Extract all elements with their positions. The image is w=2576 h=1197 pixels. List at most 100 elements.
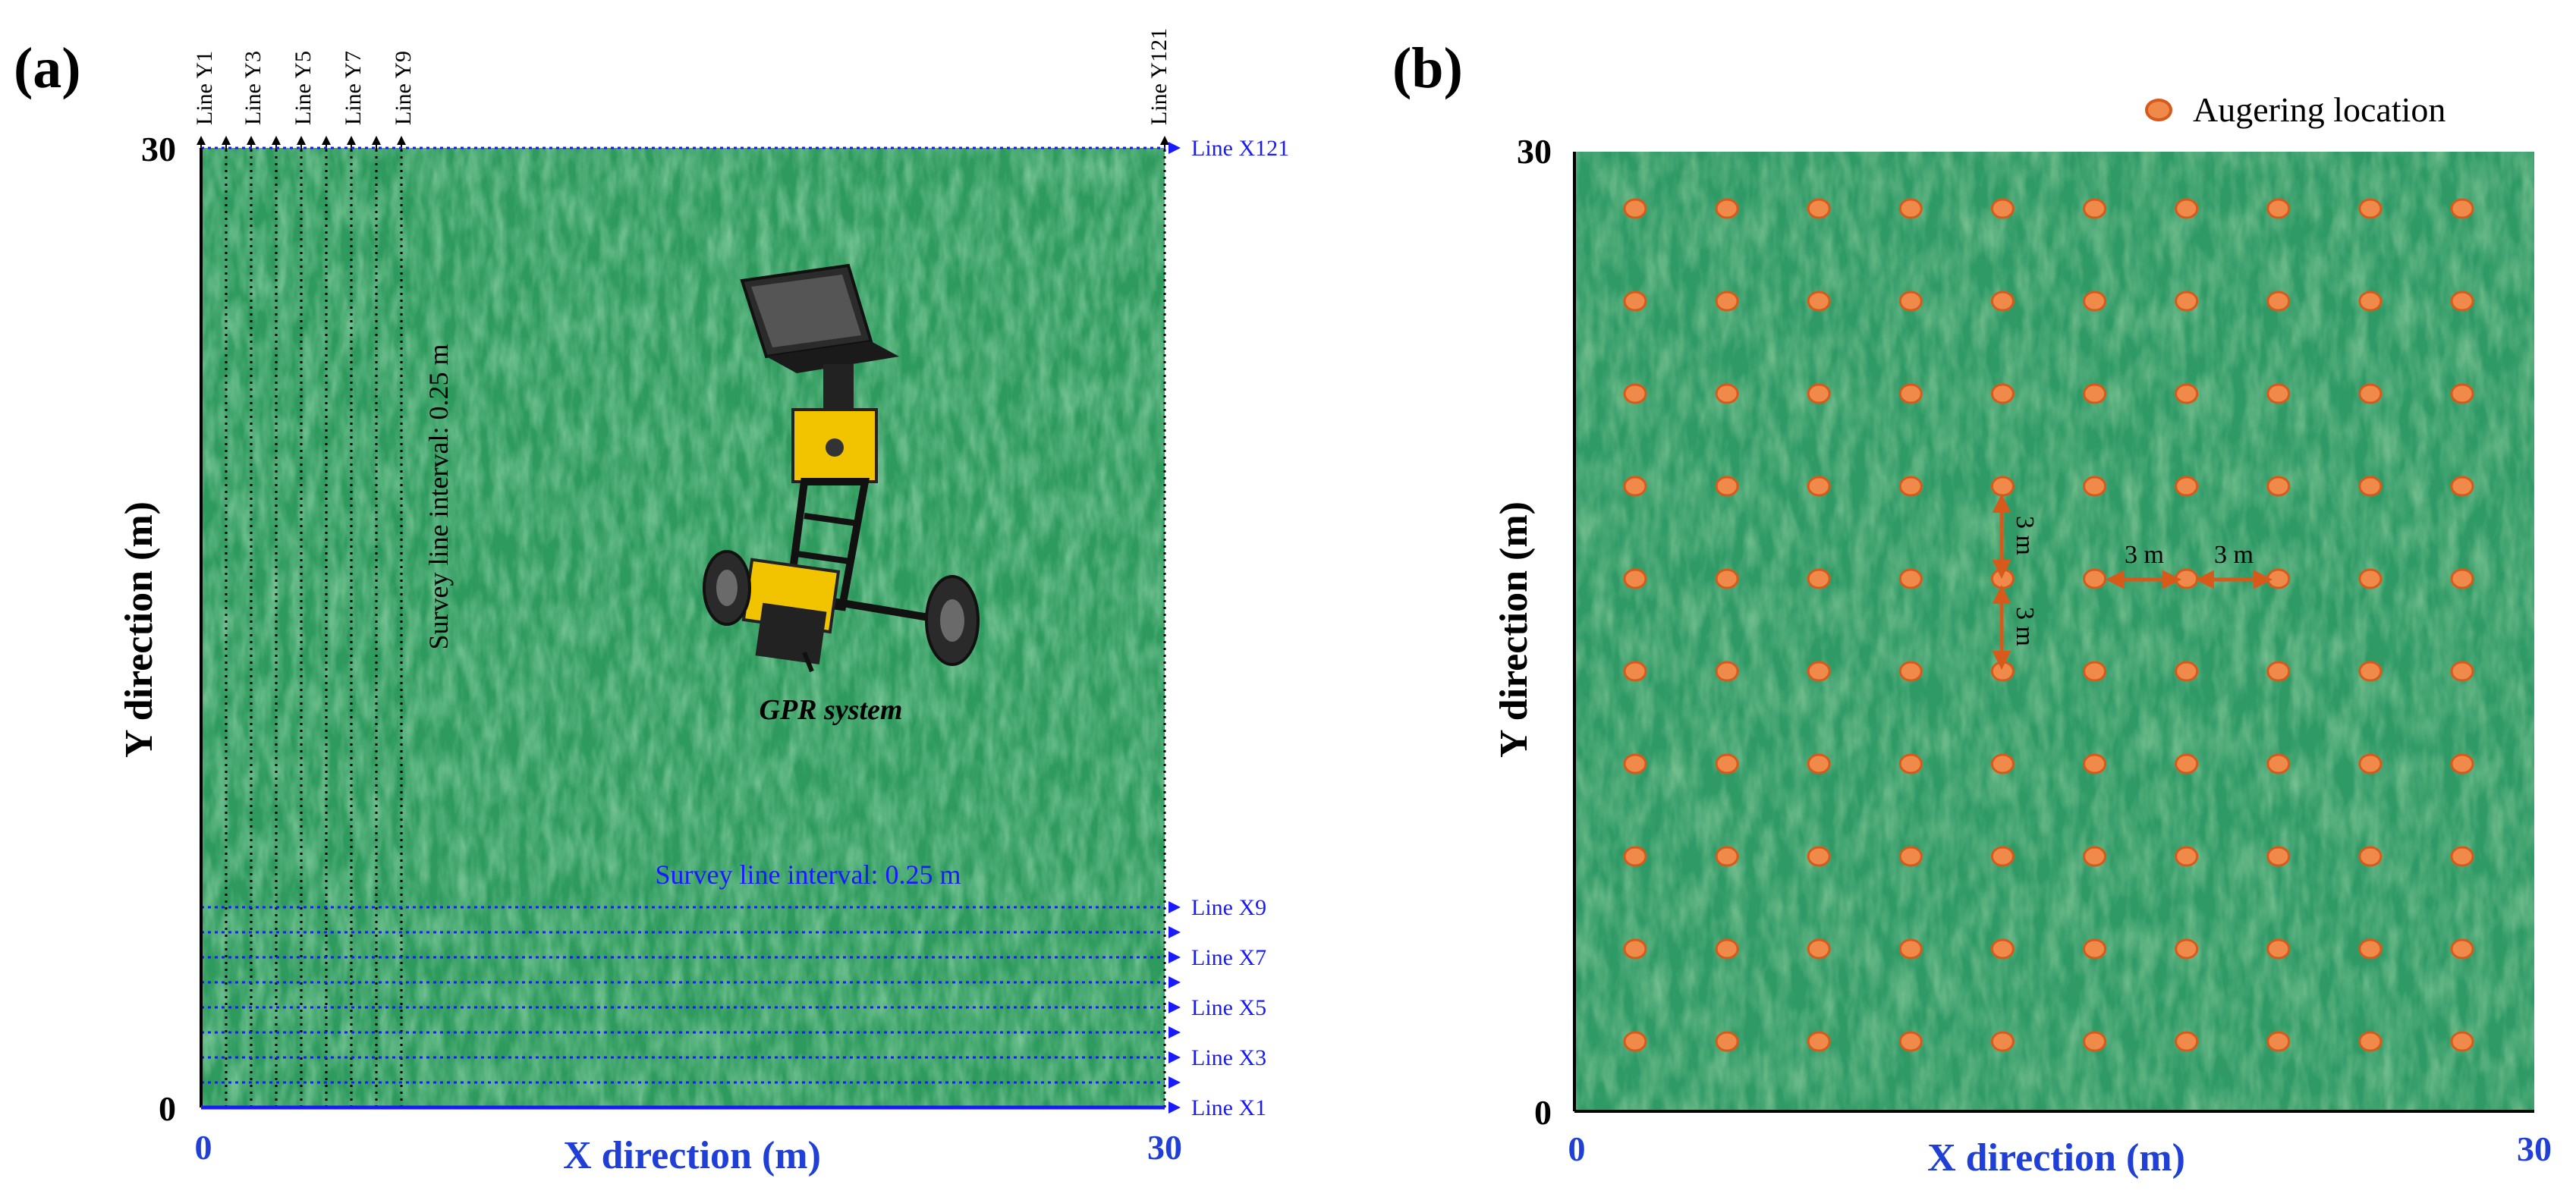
auger-point	[2358, 568, 2383, 589]
x-survey-line-arrow	[1168, 1101, 1181, 1114]
x-survey-line-arrow	[1168, 1026, 1181, 1038]
x-survey-line-arrow	[1168, 976, 1181, 988]
auger-point	[1807, 291, 1831, 312]
y-line-label: Line Y121	[1146, 28, 1172, 125]
y-line-label: Line Y9	[391, 51, 416, 125]
panel-b: (b) 30 0 0 30 X direction (m) Y directio…	[1392, 36, 2552, 1180]
auger-point	[1715, 198, 1739, 219]
panel-a-x-tick-30: 30	[1147, 1128, 1182, 1167]
auger-point	[2175, 198, 2199, 219]
auger-point	[2266, 846, 2291, 867]
x-survey-line-arrow	[1168, 926, 1181, 938]
x-line-label: Line X121	[1191, 136, 1289, 161]
panel-a-x-tick-0: 0	[195, 1128, 212, 1167]
x-line-label: Line X7	[1191, 945, 1266, 970]
auger-point	[2175, 568, 2199, 589]
auger-point	[1990, 1031, 2015, 1052]
auger-point	[2266, 568, 2291, 589]
auger-point	[2083, 568, 2107, 589]
panel-b-x-axis-title: X direction (m)	[1927, 1136, 2185, 1180]
panel-b-y-tick-30: 30	[1517, 132, 1552, 171]
auger-point	[1623, 938, 1647, 960]
auger-point	[2358, 753, 2383, 774]
auger-point	[2450, 568, 2474, 589]
auger-point	[2083, 291, 2107, 312]
y-line-label: Line Y5	[291, 51, 316, 125]
panel-a-x-axis-title: X direction (m)	[563, 1134, 821, 1177]
auger-point	[2450, 1031, 2474, 1052]
auger-point	[1990, 846, 2015, 867]
panel-a-y-line-labels: Line Y1 Line Y3 Line Y5 Line Y7 Line Y9 Line …	[192, 28, 1172, 125]
panel-b-x-tick-0: 0	[1568, 1129, 1586, 1168]
auger-point	[1807, 198, 1831, 219]
auger-point	[1807, 568, 1831, 589]
auger-point	[2450, 846, 2474, 867]
auger-point	[1715, 938, 1739, 960]
auger-point	[1990, 476, 2015, 497]
auger-point	[1623, 568, 1647, 589]
auger-point	[1715, 846, 1739, 867]
auger-point	[2266, 198, 2291, 219]
auger-point	[1898, 753, 1923, 774]
panel-a-x-interval-text: Survey line interval: 0.25 m	[656, 859, 961, 890]
auger-point	[1715, 661, 1739, 682]
auger-point	[1715, 1031, 1739, 1052]
x-survey-line-arrow	[1168, 1051, 1181, 1063]
auger-point	[2175, 753, 2199, 774]
panel-a-y-tick-0: 0	[159, 1089, 176, 1128]
auger-point	[2358, 1031, 2383, 1052]
auger-point	[2083, 661, 2107, 682]
auger-point	[1623, 1031, 1647, 1052]
x-line-label: Line X3	[1191, 1045, 1266, 1070]
panel-b-y-tick-0: 0	[1534, 1093, 1552, 1132]
spacing-indicators: 3 m 3 m 3 m 3 m	[1992, 494, 2272, 670]
auger-point	[2358, 291, 2383, 312]
auger-point	[2358, 476, 2383, 497]
panel-a-grass-texture	[201, 148, 1165, 1107]
spacing-label-vertical-2: 3 m	[2011, 607, 2039, 646]
auger-point	[2266, 383, 2291, 404]
panel-a-label: (a)	[14, 36, 81, 100]
spacing-label-horizontal-1: 3 m	[2125, 541, 2164, 569]
auger-point	[2083, 1031, 2107, 1052]
auger-point	[2450, 291, 2474, 312]
auger-point	[2175, 476, 2199, 497]
x-survey-line-arrow	[1168, 1001, 1181, 1013]
auger-point	[1898, 846, 1923, 867]
auger-point	[1898, 1031, 1923, 1052]
auger-point	[1715, 291, 1739, 312]
panel-a-y-axis-title: Y direction (m)	[118, 501, 161, 758]
auger-point	[1990, 753, 2015, 774]
auger-point	[1623, 476, 1647, 497]
spacing-label-horizontal-2: 3 m	[2214, 541, 2254, 569]
auger-point	[1898, 938, 1923, 960]
auger-point	[1807, 1031, 1831, 1052]
panel-a-x-line-labels: Line X1 Line X3 Line X5 Line X7 Line X9 Line …	[1191, 136, 1289, 1120]
auger-point	[1807, 846, 1831, 867]
panel-a: (a) 30 0 0 30 X direction (m) Y directio…	[14, 28, 1289, 1177]
gpr-system-illustration	[703, 263, 980, 673]
x-survey-line-arrow	[1168, 142, 1181, 154]
auger-point	[1990, 198, 2015, 219]
auger-point	[1623, 291, 1647, 312]
auger-point	[1990, 383, 2015, 404]
legend-auger-marker	[2145, 99, 2172, 121]
panel-a-y-survey-lines	[197, 136, 1169, 1107]
auger-point	[2175, 846, 2199, 867]
y-line-label: Line Y3	[241, 51, 266, 125]
auger-point	[1807, 661, 1831, 682]
auger-point	[1623, 846, 1647, 867]
auger-point	[1623, 198, 1647, 219]
auger-point	[2266, 291, 2291, 312]
x-survey-line-arrow	[1168, 1076, 1181, 1089]
panel-a-x-survey-lines	[201, 142, 1181, 1114]
legend-auger-label: Augering location	[2193, 90, 2445, 129]
auger-point	[1898, 291, 1923, 312]
auger-point	[2083, 198, 2107, 219]
auger-point	[2358, 938, 2383, 960]
panel-b-x-tick-30: 30	[2517, 1129, 2552, 1168]
panel-b-label: (b)	[1392, 36, 1463, 100]
y-line-label: Line Y7	[341, 51, 366, 125]
auger-point	[2450, 753, 2474, 774]
x-line-label: Line X9	[1191, 895, 1266, 920]
